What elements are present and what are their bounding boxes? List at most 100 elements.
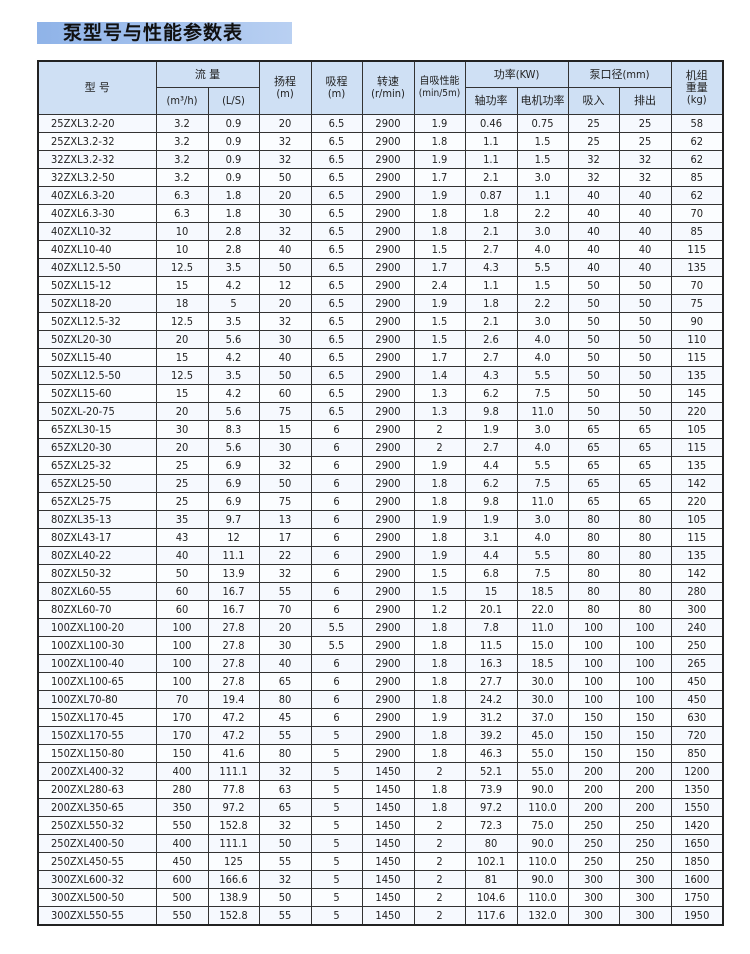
- header-outlet: 排出: [618, 87, 672, 115]
- table-cell: 6: [310, 474, 363, 493]
- table-cell: 20.1: [464, 600, 518, 619]
- table-cell: 2: [413, 834, 466, 853]
- table-cell: 10: [155, 222, 209, 241]
- table-cell: 6.5: [310, 276, 363, 295]
- table-row: 200ZXL400-32 400 111.1 32 5 1450 2 52.1 55.0 200 2…: [37, 762, 724, 781]
- table-cell: 6.5: [310, 294, 363, 313]
- table-cell: 104.6: [464, 888, 518, 907]
- table-cell: 2900: [361, 258, 415, 277]
- table-cell: 22.0: [516, 600, 569, 619]
- table-row: 40ZXL10-32 10 2.8 32 6.5 2900 1.8 2.1 3.0 40 40 85: [37, 222, 724, 241]
- table-cell: 65: [567, 420, 620, 439]
- table-cell: 50: [258, 258, 312, 277]
- table-cell: 27.8: [207, 672, 260, 691]
- table-cell: 20: [155, 402, 209, 421]
- table-cell: 5.5: [516, 456, 569, 475]
- table-row: 300ZXL600-32 600 166.6 32 5 1450 2 81 90.0 300 300…: [37, 870, 724, 889]
- table-cell: 81: [464, 870, 518, 889]
- table-cell: 6.5: [310, 168, 363, 187]
- table-cell: 300: [618, 870, 672, 889]
- table-cell: 1.8: [207, 186, 260, 205]
- table-cell: 40: [258, 654, 312, 673]
- model-cell: 80ZXL50-32: [37, 564, 157, 583]
- table-cell: 2900: [361, 132, 415, 151]
- table-row: 100ZXL100-20 100 27.8 20 5.5 2900 1.8 7.8 11.0 10…: [37, 618, 724, 637]
- table-cell: 6.9: [207, 474, 260, 493]
- table-cell: 6.5: [310, 366, 363, 385]
- table-cell: 50: [618, 348, 672, 367]
- table-cell: 6: [310, 510, 363, 529]
- model-cell: 200ZXL280-63: [37, 780, 157, 799]
- table-cell: 12: [207, 528, 260, 547]
- table-cell: 1.9: [413, 546, 466, 565]
- table-cell: 70: [670, 276, 724, 295]
- table-cell: 80: [464, 834, 518, 853]
- table-cell: 2: [413, 852, 466, 871]
- table-cell: 630: [670, 708, 724, 727]
- table-cell: 4.0: [516, 330, 569, 349]
- table-cell: 4.4: [464, 456, 518, 475]
- table-cell: 2900: [361, 114, 415, 133]
- table-cell: 27.8: [207, 618, 260, 637]
- model-cell: 200ZXL400-32: [37, 762, 157, 781]
- model-cell: 40ZXL10-40: [37, 240, 157, 259]
- table-row: 50ZXL12.5-50 12.5 3.5 50 6.5 2900 1.4 4.3 5.5 50 5…: [37, 366, 724, 385]
- header-model: 型 号: [37, 60, 157, 115]
- table-cell: 170: [155, 726, 209, 745]
- table-cell: 1.9: [413, 510, 466, 529]
- table-cell: 5: [310, 780, 363, 799]
- table-cell: 1.1: [516, 186, 569, 205]
- table-row: 150ZXL170-55 170 47.2 55 5 2900 1.8 39.2 45.0 150…: [37, 726, 724, 745]
- table-cell: 100: [618, 690, 672, 709]
- table-cell: 250: [618, 816, 672, 835]
- table-cell: 80: [618, 546, 672, 565]
- table-cell: 1.8: [413, 528, 466, 547]
- table-cell: 55: [258, 852, 312, 871]
- table-cell: 111.1: [207, 762, 260, 781]
- table-cell: 2900: [361, 402, 415, 421]
- table-cell: 80: [618, 582, 672, 601]
- table-cell: 80: [567, 510, 620, 529]
- table-cell: 6.2: [464, 474, 518, 493]
- table-cell: 6: [310, 654, 363, 673]
- table-cell: 62: [670, 150, 724, 169]
- table-cell: 50: [258, 834, 312, 853]
- table-cell: 4.0: [516, 438, 569, 457]
- table-cell: 6.5: [310, 240, 363, 259]
- table-cell: 550: [155, 816, 209, 835]
- table-cell: 47.2: [207, 708, 260, 727]
- model-cell: 40ZXL6.3-20: [37, 186, 157, 205]
- model-cell: 50ZXL12.5-50: [37, 366, 157, 385]
- header-flow: 流 量: [155, 60, 260, 88]
- table-cell: 12: [258, 276, 312, 295]
- table-cell: 40: [567, 186, 620, 205]
- header-weight: 机组 重量 (kg): [670, 60, 724, 115]
- model-cell: 250ZXL450-55: [37, 852, 157, 871]
- table-row: 200ZXL280-63 280 77.8 63 5 1450 1.8 73.9 90.0 200…: [37, 780, 724, 799]
- table-row: 65ZXL30-15 30 8.3 15 6 2900 2 1.9 3.0 65 65 105: [37, 420, 724, 439]
- table-cell: 47.2: [207, 726, 260, 745]
- table-cell: 7.5: [516, 564, 569, 583]
- table-cell: 80: [567, 528, 620, 547]
- table-cell: 220: [670, 492, 724, 511]
- table-cell: 2900: [361, 546, 415, 565]
- table-cell: 2900: [361, 690, 415, 709]
- table-cell: 1.8: [413, 744, 466, 763]
- table-cell: 300: [670, 600, 724, 619]
- table-cell: 50: [567, 312, 620, 331]
- model-cell: 50ZXL15-40: [37, 348, 157, 367]
- table-cell: 97.2: [207, 798, 260, 817]
- table-cell: 2900: [361, 294, 415, 313]
- table-cell: 5.6: [207, 438, 260, 457]
- table-cell: 22: [258, 546, 312, 565]
- table-cell: 1.4: [413, 366, 466, 385]
- table-cell: 50: [618, 384, 672, 403]
- table-cell: 1.5: [516, 132, 569, 151]
- table-cell: 40: [567, 204, 620, 223]
- table-row: 65ZXL25-75 25 6.9 75 6 2900 1.8 9.8 11.0 65 65 220: [37, 492, 724, 511]
- table-cell: 11.0: [516, 492, 569, 511]
- table-cell: 300: [618, 888, 672, 907]
- table-cell: 6: [310, 438, 363, 457]
- table-cell: 1.8: [413, 726, 466, 745]
- table-cell: 39.2: [464, 726, 518, 745]
